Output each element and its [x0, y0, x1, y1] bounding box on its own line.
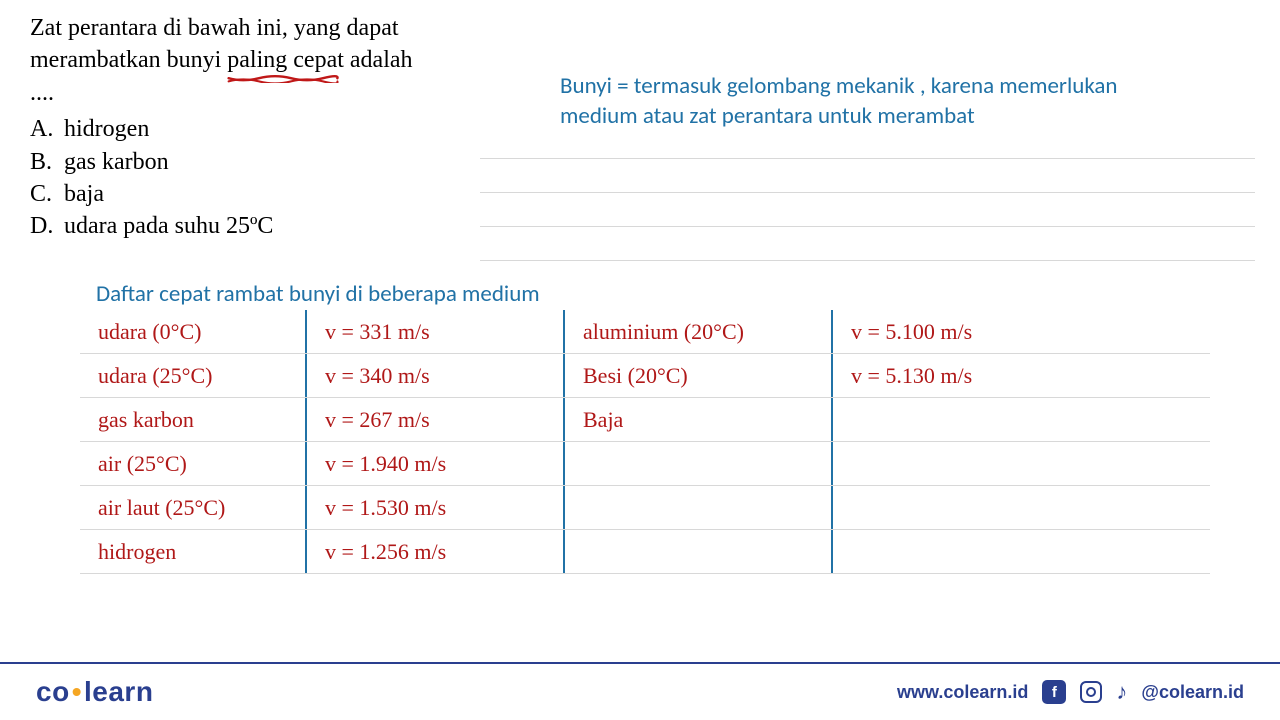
table-row: udara (0°C) v = 331 m/s aluminium (20°C)…	[80, 310, 1210, 354]
cell-speed: v = 267 m/s	[305, 398, 563, 441]
option-text: gas karbon	[64, 146, 169, 178]
speed-table: udara (0°C) v = 331 m/s aluminium (20°C)…	[80, 310, 1210, 574]
explanation-text: Bunyi = termasuk gelombang mekanik , kar…	[560, 72, 1180, 132]
option-letter: C.	[30, 178, 64, 210]
cell-speed	[831, 442, 1051, 485]
cell-medium: udara (0°C)	[80, 319, 305, 345]
brand-dot-icon: •	[70, 676, 84, 707]
cell-medium: air laut (25°C)	[80, 495, 305, 521]
ruled-lines	[480, 125, 1255, 261]
question-line2-post: adalah	[344, 47, 413, 73]
question-line-1: Zat perantara di bawah ini, yang dapat	[30, 12, 470, 44]
cell-speed: v = 5.130 m/s	[831, 354, 1051, 397]
cell-medium	[563, 486, 831, 529]
cell-speed: v = 5.100 m/s	[831, 310, 1051, 353]
option-letter: B.	[30, 146, 64, 178]
cell-speed	[831, 530, 1051, 573]
question-block: Zat perantara di bawah ini, yang dapat m…	[30, 12, 470, 243]
option-letter: A.	[30, 113, 64, 145]
option-text: baja	[64, 178, 104, 210]
option-letter: D.	[30, 210, 64, 242]
options-list: A. hidrogen B. gas karbon C. baja D. uda…	[30, 113, 470, 243]
option-c: C. baja	[30, 178, 470, 210]
option-b: B. gas karbon	[30, 146, 470, 178]
cell-medium: Besi (20°C)	[563, 354, 831, 397]
cell-medium: hidrogen	[80, 539, 305, 565]
facebook-icon: f	[1042, 680, 1066, 704]
table-row: air laut (25°C) v = 1.530 m/s	[80, 486, 1210, 530]
footer-bar: co•learn www.colearn.id f ♪ @colearn.id	[0, 662, 1280, 720]
cell-medium: Baja	[563, 398, 831, 441]
tiktok-icon: ♪	[1116, 679, 1127, 705]
option-text: hidrogen	[64, 113, 149, 145]
cell-speed	[831, 398, 1051, 441]
option-a: A. hidrogen	[30, 113, 470, 145]
cell-speed: v = 331 m/s	[305, 310, 563, 353]
cell-medium: udara (25°C)	[80, 363, 305, 389]
cell-medium: air (25°C)	[80, 451, 305, 477]
cell-speed	[831, 486, 1051, 529]
cell-medium	[563, 530, 831, 573]
cell-speed: v = 340 m/s	[305, 354, 563, 397]
table-row: gas karbon v = 267 m/s Baja	[80, 398, 1210, 442]
underline-mark-icon	[227, 75, 339, 83]
footer-right: www.colearn.id f ♪ @colearn.id	[897, 679, 1244, 705]
question-line2-pre: merambatkan bunyi	[30, 47, 227, 73]
cell-speed: v = 1.256 m/s	[305, 530, 563, 573]
footer-handle: @colearn.id	[1141, 682, 1244, 703]
footer-url: www.colearn.id	[897, 682, 1028, 703]
instagram-icon	[1080, 681, 1102, 703]
option-text: udara pada suhu 25ºC	[64, 210, 273, 242]
cell-medium: gas karbon	[80, 407, 305, 433]
option-d: D. udara pada suhu 25ºC	[30, 210, 470, 242]
cell-speed: v = 1.940 m/s	[305, 442, 563, 485]
table-title: Daftar cepat rambat bunyi di beberapa me…	[96, 280, 540, 308]
brand-left: co	[36, 676, 70, 707]
table-row: hidrogen v = 1.256 m/s	[80, 530, 1210, 574]
underlined-phrase: paling cepat	[227, 44, 344, 76]
question-line-2: merambatkan bunyi paling cepat adalah	[30, 44, 470, 76]
cell-medium	[563, 442, 831, 485]
brand-right: learn	[84, 676, 153, 707]
cell-speed: v = 1.530 m/s	[305, 486, 563, 529]
table-row: air (25°C) v = 1.940 m/s	[80, 442, 1210, 486]
cell-medium: aluminium (20°C)	[563, 310, 831, 353]
brand-logo: co•learn	[36, 676, 153, 708]
underlined-text: paling cepat	[227, 47, 344, 73]
table-row: udara (25°C) v = 340 m/s Besi (20°C) v =…	[80, 354, 1210, 398]
